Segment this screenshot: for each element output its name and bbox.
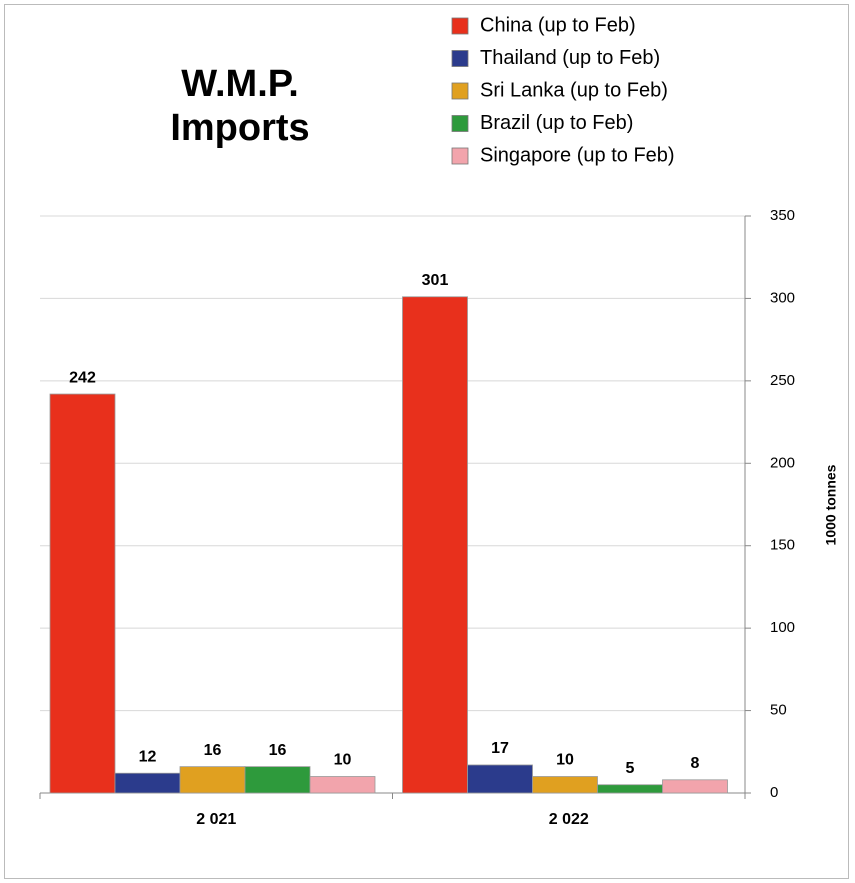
legend-swatch [451, 115, 469, 132]
x-tick-label: 2 021 [196, 811, 236, 828]
value-label: 16 [204, 742, 222, 759]
bar [402, 296, 468, 794]
value-label: 16 [269, 742, 287, 759]
y-tick-label: 350 [770, 207, 795, 224]
value-label: 5 [626, 760, 635, 777]
value-label: 242 [69, 369, 96, 386]
y-tick-label: 0 [770, 784, 778, 801]
legend-swatch [451, 50, 469, 67]
chart-title: W.M.P. Imports [170, 63, 310, 149]
bar [597, 784, 663, 794]
value-label: 17 [491, 740, 509, 757]
y-tick-label: 100 [770, 619, 795, 636]
y-tick-label: 150 [770, 537, 795, 554]
bar [179, 766, 246, 794]
bar [49, 393, 116, 794]
legend-label: Brazil (up to Feb) [480, 112, 633, 134]
legend-label: Singapore (up to Feb) [480, 144, 675, 166]
frame [4, 4, 849, 879]
bar [244, 766, 311, 794]
value-label: 10 [556, 752, 574, 769]
legend-swatch [451, 82, 469, 100]
y-tick-label: 250 [770, 372, 795, 389]
bar [309, 776, 376, 794]
bar [467, 764, 533, 794]
legend-label: Thailand (up to Feb) [480, 47, 660, 69]
y-tick-label: 300 [770, 289, 795, 306]
legend-label: China (up to Feb) [480, 14, 636, 36]
value-label: 8 [691, 755, 700, 772]
legend-swatch [451, 17, 469, 35]
legend-label: Sri Lanka (up to Feb) [480, 79, 668, 101]
y-axis-label: 1000 tonnes [823, 464, 839, 545]
y-tick-label: 50 [770, 702, 787, 719]
value-label: 10 [334, 752, 352, 769]
bar [114, 772, 181, 794]
bar [532, 776, 598, 794]
value-label: 12 [139, 748, 157, 765]
x-tick-label: 2 022 [549, 811, 589, 828]
bar [662, 779, 728, 794]
legend-swatch [451, 147, 469, 165]
value-label: 301 [422, 272, 449, 289]
y-tick-label: 200 [770, 454, 795, 471]
